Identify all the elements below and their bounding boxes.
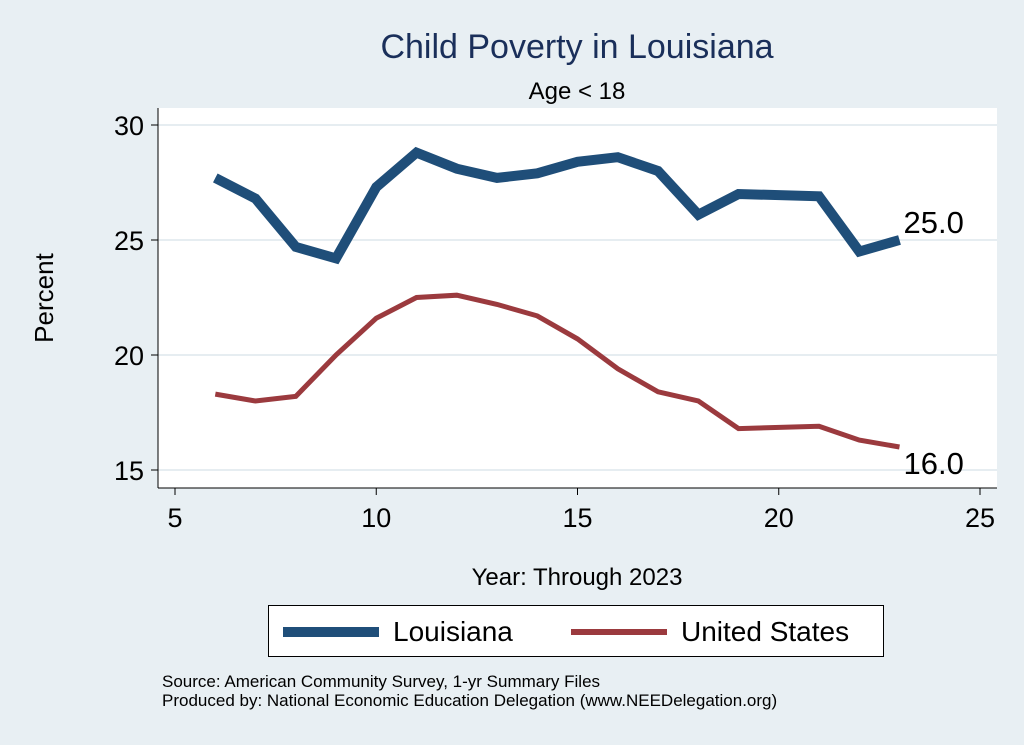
end-label-united-states: 16.0 xyxy=(904,446,964,481)
legend: Louisiana United States xyxy=(268,605,884,657)
chart-title: Child Poverty in Louisiana xyxy=(380,28,773,66)
y-tick-label: 30 xyxy=(114,111,144,141)
x-tick-label: 20 xyxy=(764,503,794,533)
x-tick-label: 5 xyxy=(167,503,182,533)
footer-source: Source: American Community Survey, 1-yr … xyxy=(162,672,601,691)
legend-item-louisiana: Louisiana xyxy=(283,606,513,658)
x-axis-label: Year: Through 2023 xyxy=(472,564,683,591)
footer: Source: American Community Survey, 1-yr … xyxy=(162,672,777,710)
legend-item-united-states: United States xyxy=(571,606,849,658)
legend-label-louisiana: Louisiana xyxy=(393,616,513,647)
tick-layer: 15 20 25 30 5 10 15 20 25 xyxy=(114,111,995,533)
y-axis-label: Percent xyxy=(29,252,59,342)
legend-label-united-states: United States xyxy=(681,616,850,647)
end-label-louisiana: 25.0 xyxy=(904,205,964,240)
series-layer xyxy=(213,146,901,450)
label-layer: 25.0 16.0 xyxy=(904,205,964,481)
footer-produced: Produced by: National Economic Education… xyxy=(162,691,778,710)
x-tick-label: 25 xyxy=(965,503,995,533)
plot-area xyxy=(158,108,997,488)
legend-swatch-united-states xyxy=(571,629,667,635)
y-tick-label: 20 xyxy=(114,341,144,371)
legend-swatch-louisiana xyxy=(283,627,379,637)
grid-layer xyxy=(158,124,997,471)
y-tick-label: 15 xyxy=(114,456,144,486)
chart-subtitle: Age < 18 xyxy=(529,78,626,105)
x-tick-label: 15 xyxy=(562,503,592,533)
x-tick-label: 10 xyxy=(361,503,391,533)
y-tick-label: 25 xyxy=(114,226,144,256)
